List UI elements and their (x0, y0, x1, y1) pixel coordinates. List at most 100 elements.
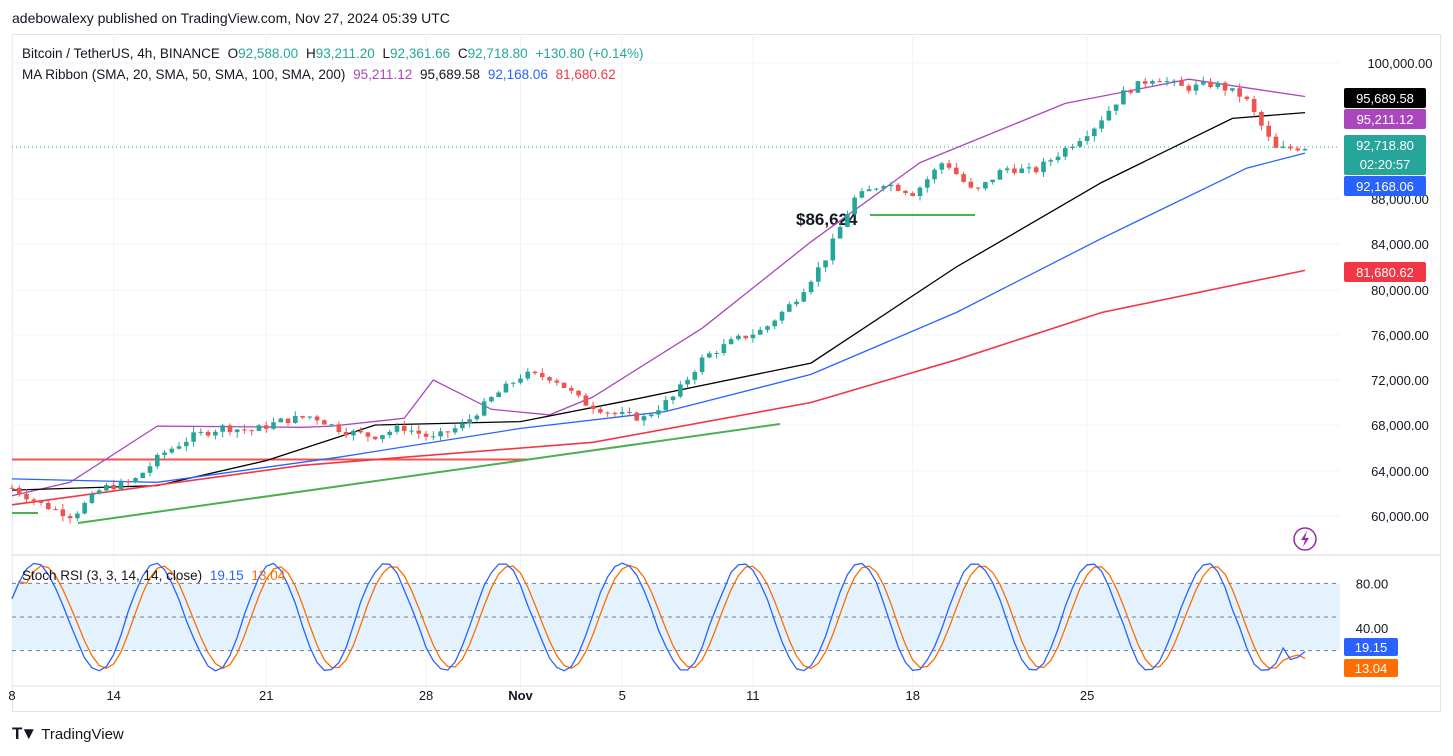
last-price-tag-bg (1344, 135, 1426, 175)
candle-body (372, 436, 378, 440)
candle-body (125, 481, 131, 483)
ma50-price-tag-text: 95,689.58 (1356, 91, 1414, 106)
rsi-label[interactable]: Stoch RSI (3, 3, 14, 14, close) (22, 568, 203, 583)
candle-body (1092, 128, 1097, 137)
candle-body (903, 190, 908, 194)
candle-body (1251, 99, 1257, 113)
time-axis-label: 11 (746, 688, 760, 703)
candle-body (234, 429, 240, 433)
candle-body (975, 187, 981, 189)
candle-body (816, 267, 821, 282)
ma200-price-tag: 81,680.62 (1344, 262, 1426, 282)
ma200-value: 81,680.62 (555, 67, 616, 82)
ma200-line (11, 269, 1306, 506)
ma20-price-tag-text: 95,211.12 (1357, 112, 1414, 127)
candle-body (1113, 104, 1119, 111)
ma100-price-tag-text: 92,168.06 (1356, 179, 1414, 194)
price-axis-label: 76,000.00 (1371, 328, 1429, 343)
ma50-line (11, 111, 1306, 491)
candle-body (1244, 96, 1250, 100)
candle-body (1157, 81, 1163, 83)
candle-body (409, 430, 414, 432)
candle-body (300, 415, 305, 418)
symbol-legend: Bitcoin / TetherUS, 4h, BINANCE O92,588.… (22, 46, 648, 61)
candle-body (1128, 90, 1133, 93)
candle-body (532, 371, 538, 374)
rsi-k-line (11, 562, 1306, 672)
candle-body (634, 412, 640, 421)
candle-body (111, 484, 116, 490)
rsi-d-tag-bg (1344, 659, 1398, 677)
ma200-price-tag-text: 81,680.62 (1356, 265, 1414, 280)
candle-body (314, 416, 320, 421)
candle-body (191, 432, 196, 442)
candle-body (1266, 125, 1271, 137)
candle-body (561, 382, 567, 388)
candle-body (605, 412, 610, 414)
candle-body (801, 292, 807, 302)
candle-body (1142, 81, 1148, 84)
ma100-price-tag-bg (1344, 176, 1426, 196)
candle-body (213, 431, 218, 436)
candle-body (220, 425, 225, 432)
candle-body (1019, 168, 1025, 173)
candle-body (1230, 88, 1235, 91)
candle-body (329, 424, 334, 426)
candle-body (990, 179, 995, 183)
candle-body (1099, 120, 1104, 129)
candle-body (133, 478, 138, 483)
candle-body (249, 430, 255, 432)
rsi-d-tag-text: 13.04 (1355, 661, 1388, 676)
candle-body (1302, 148, 1308, 151)
ma50-price-tag-bg (1344, 88, 1426, 108)
candle-body (627, 412, 632, 414)
candle-body (881, 186, 886, 189)
candle-body (46, 502, 51, 510)
candle-body (823, 260, 828, 268)
candle-body (721, 344, 727, 354)
candle-body (387, 431, 393, 436)
candle-body (641, 416, 647, 421)
symbol-name[interactable]: Bitcoin / TetherUS, 4h, BINANCE (22, 46, 220, 61)
candle-body (96, 490, 102, 494)
candle-body (31, 499, 37, 501)
candle-body (343, 431, 349, 436)
candle-body (888, 184, 894, 187)
candle-body (322, 420, 327, 425)
time-axis-label: 28 (419, 688, 433, 703)
candle-body (67, 516, 73, 519)
rsi-axis-label: 40.00 (1356, 621, 1389, 636)
candle-body (16, 487, 22, 494)
candle-body (365, 432, 371, 437)
lightning-icon-bolt (1301, 531, 1309, 547)
rsi-k-value: 19.15 (209, 568, 244, 583)
candle-body (757, 329, 763, 335)
candle-body (750, 334, 756, 339)
rsi-d-value: 13.04 (251, 568, 286, 583)
candle-body (663, 400, 669, 411)
candle-body (89, 493, 95, 503)
high-value: 93,211.20 (315, 46, 375, 61)
publisher-line: adebowalexy published on TradingView.com… (12, 10, 450, 26)
candle-body (1171, 80, 1177, 82)
candle-body (1150, 81, 1155, 84)
candle-body (765, 326, 770, 330)
candle-body (380, 435, 385, 440)
support-level-label: $86,624 (796, 210, 858, 229)
time-axis-label: 21 (259, 688, 273, 703)
candle-body (1026, 167, 1032, 169)
candle-body (162, 452, 167, 455)
candle-body (278, 418, 284, 423)
candle-body (1106, 110, 1112, 121)
footer: T▼ TradingView (12, 724, 124, 744)
candle-body (728, 339, 734, 345)
candle-body (351, 430, 356, 436)
candle-body (394, 425, 400, 432)
candle-body (1288, 146, 1293, 149)
candle-body (1259, 112, 1264, 126)
ma-ribbon-label[interactable]: MA Ribbon (SMA, 20, SMA, 50, SMA, 100, S… (22, 67, 346, 82)
candle-body (983, 182, 988, 189)
candle-body (358, 430, 363, 433)
candle-body (619, 412, 625, 415)
